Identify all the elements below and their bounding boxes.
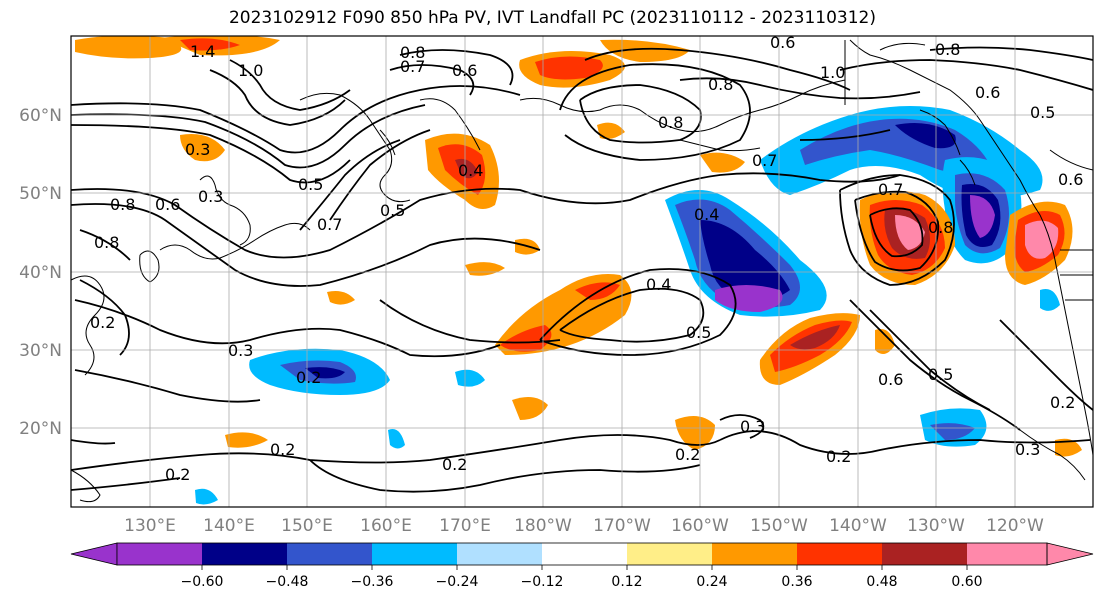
pv-contours xyxy=(71,46,1093,493)
colorbar-bin xyxy=(967,543,1047,565)
contour-label: 0.6 xyxy=(155,195,180,214)
contour-label: 0.8 xyxy=(658,113,683,132)
colorbar-tick-label: −0.12 xyxy=(521,574,564,590)
contour-label: 0.7 xyxy=(317,215,342,234)
contour-label: 0.7 xyxy=(400,57,425,76)
colorbar-bin xyxy=(712,543,797,565)
colorbar-tick-label: 0.60 xyxy=(951,574,982,590)
colorbar-bin xyxy=(627,543,712,565)
colorbar-tick-label: −0.48 xyxy=(266,574,309,590)
contour-label: 0.7 xyxy=(878,180,903,199)
contour-label: 0.6 xyxy=(878,370,903,389)
colorbar-bin xyxy=(372,543,457,565)
colorbar-bin xyxy=(797,543,882,565)
colorbar-tick-label: 0.36 xyxy=(781,574,812,590)
contour-label: 0.5 xyxy=(298,175,323,194)
contour-label: 0.2 xyxy=(675,445,700,464)
colorbar-tick-label: 0.24 xyxy=(696,574,727,590)
contour-label: 1.4 xyxy=(190,42,215,61)
contour-label: 0.7 xyxy=(752,151,777,170)
contour-label: 0.8 xyxy=(94,233,119,252)
colorbar-bin xyxy=(457,543,542,565)
contour-label: 0.5 xyxy=(928,365,953,384)
lon-label: 140°E xyxy=(203,516,255,536)
longitude-labels: 130°E 140°E 150°E 160°E 170°E 180°W 170°… xyxy=(124,516,1044,536)
lat-label: 60°N xyxy=(19,106,62,126)
contour-label: 1.0 xyxy=(238,61,263,80)
grid-lines xyxy=(71,36,1093,507)
contour-label: 0.5 xyxy=(1030,103,1055,122)
contour-label: 0.2 xyxy=(165,465,190,484)
colorbar-tick-label: −0.24 xyxy=(436,574,479,590)
lon-label: 180°W xyxy=(514,516,572,536)
lon-label: 150°E xyxy=(281,516,333,536)
colorbar-tick-label: −0.36 xyxy=(351,574,394,590)
colorbar-bin xyxy=(542,543,627,565)
lat-label: 20°N xyxy=(19,419,62,439)
contour-label: 0.3 xyxy=(1015,440,1040,459)
contour-label: 0.2 xyxy=(1050,393,1075,412)
contour-label: 1.0 xyxy=(820,63,845,82)
contour-label: 0.8 xyxy=(708,75,733,94)
lon-label: 170°E xyxy=(439,516,491,536)
lon-label: 160°W xyxy=(671,516,729,536)
contour-label: 0.5 xyxy=(380,201,405,220)
lat-label: 30°N xyxy=(19,341,62,361)
contour-label: 0.2 xyxy=(270,440,295,459)
contour-label: 0.6 xyxy=(770,33,795,52)
colorbar-bin xyxy=(117,543,202,565)
contour-label: 0.6 xyxy=(452,61,477,80)
contour-label: 0.2 xyxy=(90,313,115,332)
contour-labels: 1.4 1.0 0.8 0.7 0.6 0.6 0.8 0.6 0.5 0.8 … xyxy=(90,33,1083,484)
contour-label: 0.3 xyxy=(185,140,210,159)
lon-label: 140°W xyxy=(829,516,887,536)
lon-label: 150°W xyxy=(750,516,808,536)
contour-label: 0.4 xyxy=(694,205,719,224)
contour-label: 0.5 xyxy=(686,323,711,342)
colorbar-bin xyxy=(202,543,287,565)
contour-label: 0.8 xyxy=(928,218,953,237)
contour-label: 0.6 xyxy=(1058,170,1083,189)
colorbar-low-extend xyxy=(70,542,118,566)
lat-label: 40°N xyxy=(19,263,62,283)
contour-label: 0.3 xyxy=(198,187,223,206)
contour-label: 0.2 xyxy=(442,455,467,474)
contour-label: 0.4 xyxy=(458,161,483,180)
lon-label: 130°W xyxy=(907,516,965,536)
contour-label: 0.8 xyxy=(400,43,425,62)
lon-label: 120°W xyxy=(986,516,1044,536)
contour-label: 0.8 xyxy=(110,195,135,214)
colorbar: −0.60 −0.48 −0.36 −0.24 −0.12 0.12 0.24 … xyxy=(70,542,1094,590)
lon-label: 160°E xyxy=(360,516,412,536)
contour-label: 0.4 xyxy=(646,275,671,294)
colorbar-tick-label: 0.12 xyxy=(611,574,642,590)
lat-label: 50°N xyxy=(19,184,62,204)
coastlines xyxy=(71,39,1093,503)
contour-label: 0.8 xyxy=(935,40,960,59)
contour-label: 0.3 xyxy=(740,417,765,436)
colorbar-bin xyxy=(287,543,372,565)
colorbar-tick-label: −0.60 xyxy=(181,574,224,590)
colorbar-tick-label: 0.48 xyxy=(866,574,897,590)
contour-label: 0.2 xyxy=(826,447,851,466)
contour-label: 0.3 xyxy=(228,341,253,360)
lon-label: 130°E xyxy=(124,516,176,536)
colorbar-bin xyxy=(882,543,967,565)
colorbar-high-extend xyxy=(1046,542,1094,566)
map-title: 2023102912 F090 850 hPa PV, IVT Landfall… xyxy=(228,8,876,28)
contour-label: 0.2 xyxy=(296,368,321,387)
lon-label: 170°W xyxy=(593,516,651,536)
map-border xyxy=(70,35,1094,508)
contour-label: 0.6 xyxy=(975,83,1000,102)
latitude-labels: 60°N 50°N 40°N 30°N 20°N xyxy=(19,106,62,439)
